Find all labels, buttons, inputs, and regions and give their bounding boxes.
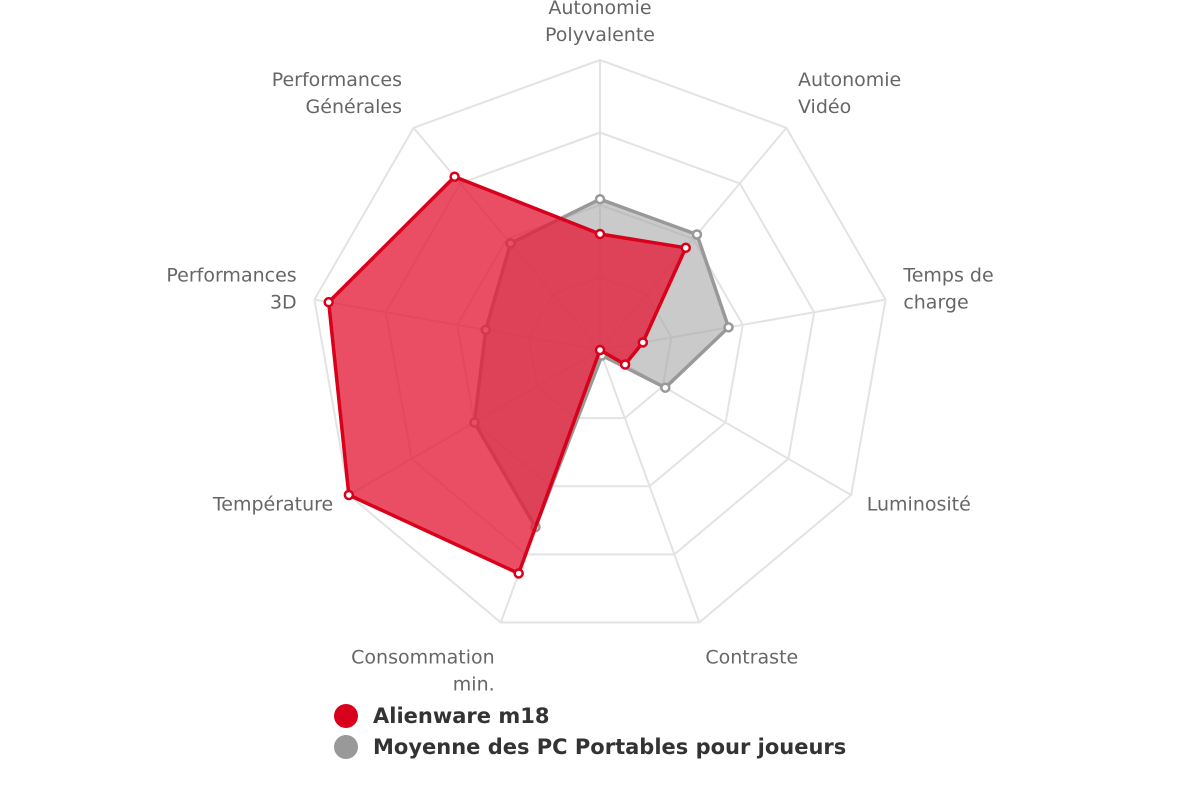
legend: Alienware m18 Moyenne des PC Portables p… bbox=[334, 700, 846, 762]
axis-label-8: Performances Générales bbox=[272, 69, 402, 118]
series-0-point-0[interactable] bbox=[594, 228, 606, 240]
series-0-point-7[interactable] bbox=[323, 296, 334, 308]
series-0-point-8[interactable] bbox=[449, 171, 460, 182]
series-1-point-3[interactable] bbox=[660, 382, 671, 393]
legend-item-average[interactable]: Moyenne des PC Portables pour joueurs bbox=[334, 731, 846, 762]
series-0-point-2[interactable] bbox=[637, 337, 649, 348]
axis-label-1: Autonomie Vidéo bbox=[798, 69, 901, 118]
series-1-point-0[interactable] bbox=[594, 193, 606, 205]
series-0-point-1[interactable] bbox=[680, 242, 691, 254]
legend-marker-average bbox=[334, 734, 358, 759]
series-area-0 bbox=[326, 174, 688, 576]
series-0-point-4[interactable] bbox=[594, 344, 606, 356]
series-1-point-2[interactable] bbox=[723, 322, 734, 333]
legend-item-alienware[interactable]: Alienware m18 bbox=[334, 700, 846, 731]
legend-label-average: Moyenne des PC Portables pour joueurs bbox=[373, 734, 847, 759]
axis-label-5: Consommation min. bbox=[351, 646, 495, 695]
series-0-point-6[interactable] bbox=[343, 489, 355, 501]
legend-label-alienware: Alienware m18 bbox=[373, 703, 550, 728]
grid-ring-4 bbox=[313, 58, 887, 624]
axis-label-6: Température bbox=[212, 494, 333, 516]
axis-label-4: Contraste bbox=[705, 646, 798, 668]
axis-label-2: Temps de charge bbox=[902, 265, 993, 314]
series-0-point-3[interactable] bbox=[619, 359, 631, 370]
series-0-point-5[interactable] bbox=[513, 568, 524, 579]
axis-label-3: Luminosité bbox=[867, 494, 971, 516]
series-1-point-1[interactable] bbox=[691, 229, 703, 240]
axis-label-0: Autonomie Polyvalente bbox=[545, 0, 655, 46]
series bbox=[323, 171, 734, 579]
axis-spoke-4 bbox=[599, 349, 701, 623]
series-0 bbox=[323, 171, 691, 579]
axis-label-7: Performances 3D bbox=[166, 265, 296, 314]
legend-marker-alienware bbox=[334, 703, 358, 728]
axis-labels: Autonomie Polyvalente Autonomie Vidéo Temps … bbox=[166, 0, 993, 695]
